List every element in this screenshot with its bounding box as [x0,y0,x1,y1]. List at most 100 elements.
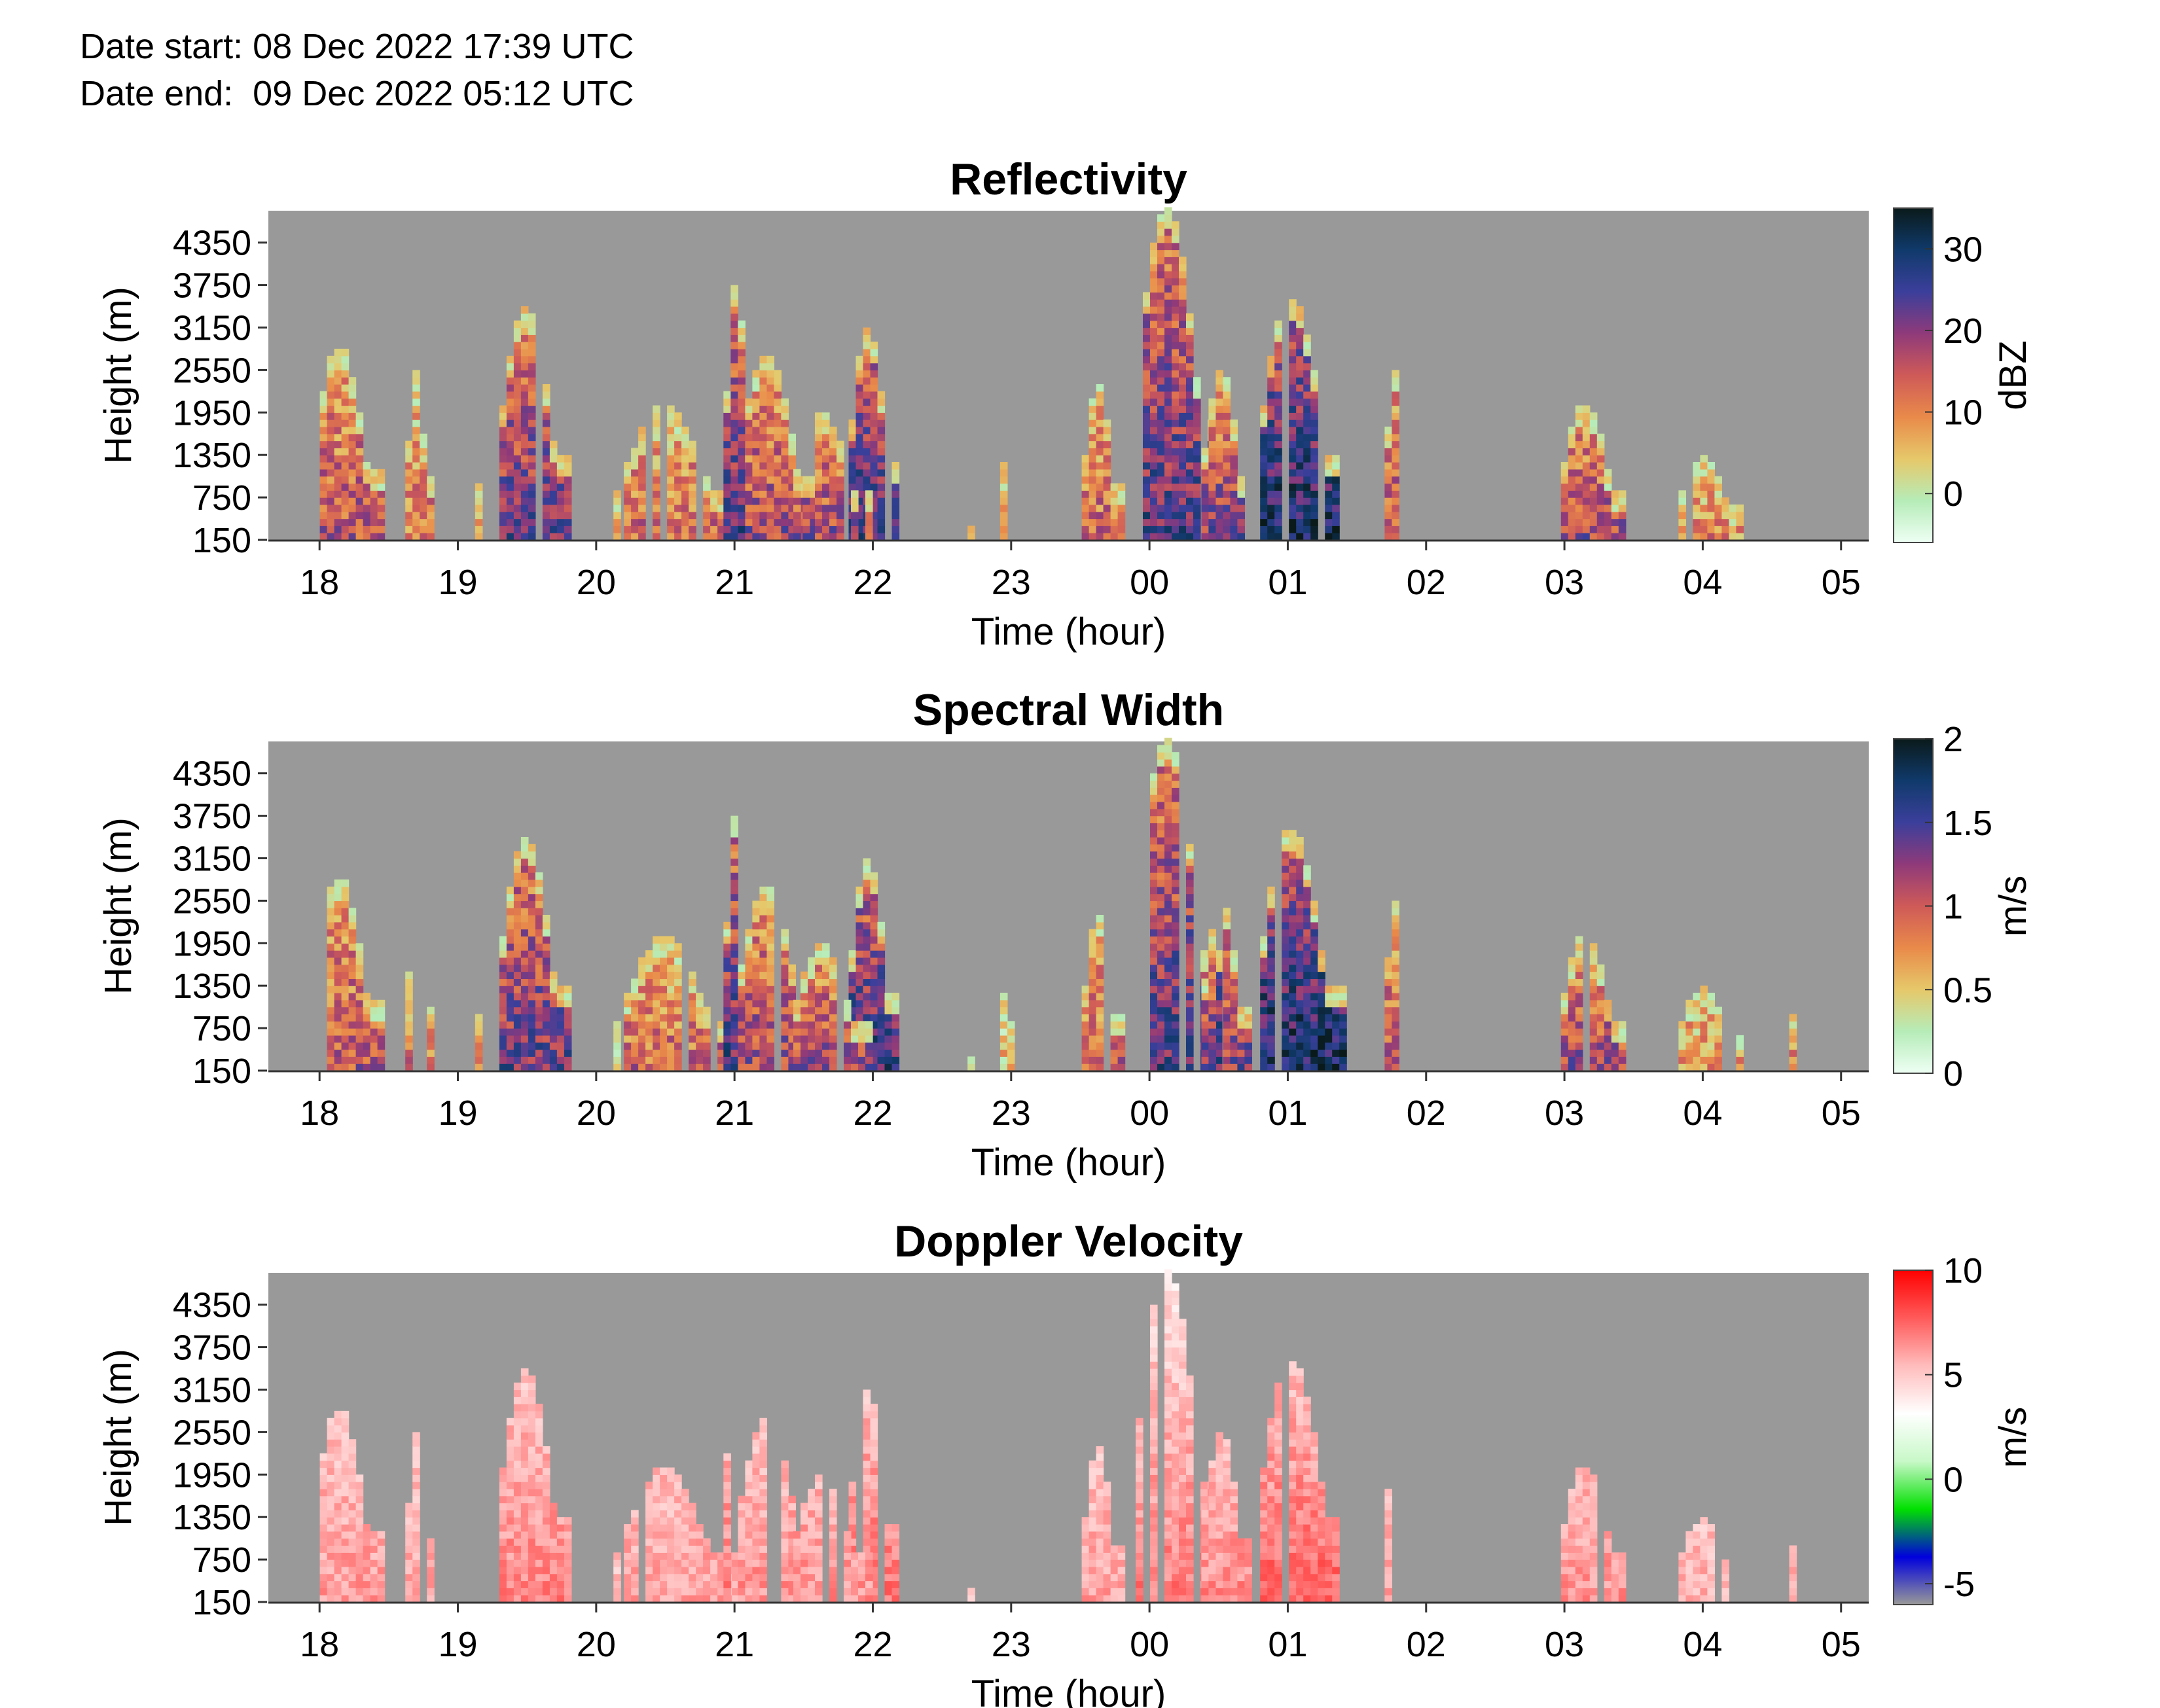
heatmap-cell [674,1042,682,1050]
heatmap-cell [752,964,760,972]
heatmap-cell [1289,483,1297,491]
heatmap-cell [427,1021,435,1029]
heatmap-cell [1201,978,1209,986]
heatmap-cell [653,1028,660,1036]
heatmap-cell [520,355,529,364]
heatmap-cell [730,398,738,406]
heatmap-cell [535,1042,543,1050]
heatmap-cell [556,999,565,1008]
heatmap-cell [1186,1049,1194,1057]
heatmap-cell [327,448,335,455]
heatmap-cell [556,1566,565,1575]
heatmap-cell [1392,915,1399,923]
heatmap-cell [1310,1042,1318,1050]
heatmap-cell [674,476,682,484]
heatmap-cell [1303,518,1311,526]
heatmap-cell [1186,313,1194,321]
heatmap-cell [535,1063,543,1071]
heatmap-cell [1589,993,1598,1001]
colorbar-tick-label: 0 [1943,1054,1963,1094]
heatmap-cell [549,1006,558,1015]
heatmap-cell [638,533,646,541]
heatmap-cell [674,1488,682,1497]
heatmap-cell [759,476,767,484]
heatmap-cell [745,943,753,951]
heatmap-cell [377,1063,386,1071]
heatmap-cell [738,999,746,1008]
heatmap-cell [1150,518,1158,526]
heatmap-cell [653,490,660,498]
heatmap-cell [475,1021,483,1029]
heatmap-cell [334,1531,342,1539]
heatmap-cell [513,363,522,371]
heatmap-cell [815,1042,823,1050]
heatmap-cell [1596,476,1605,484]
heatmap-cell [1789,1063,1797,1071]
heatmap-cell [341,971,350,980]
heatmap-cell [1157,815,1165,824]
heatmap-cell [535,921,543,930]
heatmap-cell [1157,412,1165,420]
heatmap-cell [1789,1021,1797,1029]
heatmap-cell [506,929,514,937]
heatmap-cell [334,462,342,470]
heatmap-cell [1332,1049,1340,1057]
heatmap-cell [535,900,543,908]
heatmap-cell [1208,405,1216,413]
heatmap-cell [870,929,878,937]
heatmap-cell [1575,448,1583,455]
heatmap-cell [405,1517,413,1525]
heatmap-cell [1589,433,1598,442]
heatmap-cell [1157,780,1165,788]
heatmap-cell [1325,469,1333,477]
heatmap-cell [412,1432,420,1440]
heatmap-cell [412,412,420,420]
heatmap-cell [1096,1028,1104,1036]
heatmap-cell [1560,1028,1569,1036]
heatmap-cell [738,398,746,406]
heatmap-cell [645,1595,653,1603]
heatmap-cell [653,433,660,442]
heatmap-cell [1223,483,1231,491]
heatmap-cell [1296,377,1304,385]
heatmap-cell [327,1460,335,1468]
heatmap-cell [1289,830,1297,838]
heatmap-cell [689,999,696,1008]
heatmap-cell [513,448,522,455]
heatmap-cell [696,1035,704,1043]
heatmap-cell [624,1595,632,1603]
heatmap-cell [855,533,864,541]
heatmap-cell [1604,1063,1612,1071]
heatmap-cell [1392,943,1399,951]
heatmap-cell [535,1035,543,1043]
heatmap-cell [717,1063,725,1071]
heatmap-cell [1186,851,1194,859]
heatmap-cell [1575,462,1583,470]
heatmap-cell [542,1559,550,1567]
heatmap-cell [348,1049,357,1057]
heatmap-cell [513,1467,522,1475]
heatmap-cell [1289,879,1297,887]
heatmap-cell [1332,986,1340,993]
heatmap-cell [564,518,572,526]
heatmap-cell [1193,448,1201,455]
heatmap-cell [738,1063,746,1071]
heatmap-cell [863,469,871,477]
heatmap-cell [1172,823,1179,830]
heatmap-cell [405,1006,413,1015]
heatmap-cell [752,1524,760,1532]
heatmap-cell [891,497,900,505]
heatmap-cell [405,518,413,526]
heatmap-cell [1267,355,1275,364]
heatmap-cell [1267,490,1275,498]
heatmap-cell [1260,1063,1268,1071]
heatmap-cell [1310,462,1318,470]
heatmap-cell [348,999,357,1008]
heatmap-cell [513,1538,522,1546]
heatmap-cell [499,469,507,477]
heatmap-cell [327,1021,335,1029]
heatmap-cell [717,1588,725,1595]
heatmap-cell [1568,525,1576,533]
heatmap-cell [1700,1063,1708,1071]
heatmap-cell [745,1495,753,1504]
